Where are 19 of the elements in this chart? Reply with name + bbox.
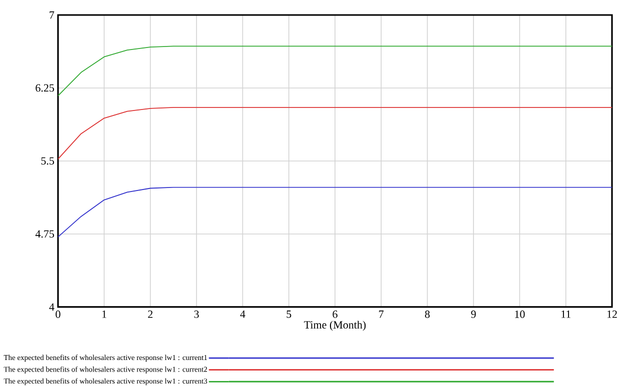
x-tick-label: 1 xyxy=(102,310,106,318)
x-tick-label: 3 xyxy=(194,310,199,318)
x-tick-label: 9 xyxy=(471,310,476,318)
y-tick-label: 6.25 xyxy=(36,84,54,92)
x-tick-label: 10 xyxy=(515,310,525,318)
y-tick-label: 4 xyxy=(49,303,54,311)
y-tick-label: 7 xyxy=(50,11,54,19)
x-tick-label: 12 xyxy=(607,310,617,318)
x-tick-label: 6 xyxy=(332,310,338,318)
x-tick-label: 0 xyxy=(56,310,60,318)
x-axis-title: Time (Month) xyxy=(304,320,366,331)
y-tick-label: 4.75 xyxy=(35,230,54,238)
x-tick-label: 5 xyxy=(286,310,292,318)
x-tick-label: 11 xyxy=(562,310,570,318)
y-tick-label: 5.5 xyxy=(41,157,54,165)
x-tick-label: 2 xyxy=(148,310,152,318)
x-tick-label: 7 xyxy=(379,310,384,318)
x-tick-label: 8 xyxy=(425,310,430,318)
x-tick-label: 4 xyxy=(240,310,246,318)
